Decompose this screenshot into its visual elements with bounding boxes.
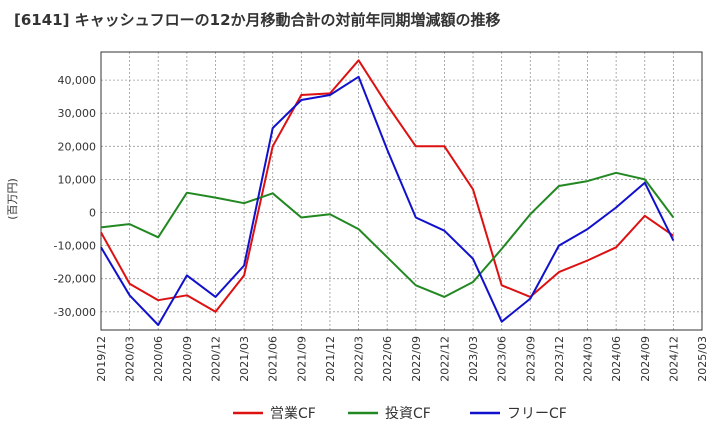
legend-label: フリーCF xyxy=(507,406,567,422)
x-tick-labels: 2019/12 2020/03 2020/06 2020/09 2020/12 2021/… xyxy=(95,336,709,382)
x-tick-label: 2022/03 xyxy=(353,336,366,382)
x-tick-label: 2024/06 xyxy=(610,336,623,382)
series-line-投資CF xyxy=(100,171,675,298)
x-tick-label: 2024/03 xyxy=(582,336,595,382)
x-tick-label: 2021/09 xyxy=(295,336,308,382)
x-tick-label: 2022/06 xyxy=(381,336,394,382)
y-tick-label: -30,000 xyxy=(54,306,96,319)
series-line-営業CF xyxy=(100,59,674,313)
x-tick-label: 2021/03 xyxy=(238,336,251,382)
x-tick-label: 2024/12 xyxy=(667,336,680,382)
x-tick-label: 2025/03 xyxy=(696,336,709,382)
x-tick-label: 2023/03 xyxy=(467,336,480,382)
x-tick-label: 2022/12 xyxy=(438,336,451,382)
y-tick-label: 20,000 xyxy=(58,140,97,153)
x-tick-label: 2022/09 xyxy=(410,336,423,382)
y-tick-label: 40,000 xyxy=(58,74,97,87)
chart-title: [6141] キャッシュフローの12か月移動合計の対前年同期増減額の推移 xyxy=(14,11,501,29)
legend-label: 営業CF xyxy=(270,406,316,422)
legend: 営業CF 投資CF フリーCF xyxy=(233,406,567,422)
y-tick-label: -20,000 xyxy=(54,273,96,286)
series-line-フリーCF xyxy=(100,75,675,326)
x-tick-label: 2023/06 xyxy=(496,336,509,382)
series-layer xyxy=(100,59,675,326)
x-tick-label: 2024/09 xyxy=(639,336,652,382)
legend-label: 投資CF xyxy=(385,406,431,422)
y-tick-label: 10,000 xyxy=(58,173,97,186)
x-tick-label: 2021/06 xyxy=(267,336,280,382)
x-tick-label: 2020/09 xyxy=(181,336,194,382)
plot-frame xyxy=(100,51,703,331)
x-tick-label: 2023/12 xyxy=(553,336,566,382)
y-tick-labels: -30,000 -20,000 -10,000 0 10,000 20,000 30,000… xyxy=(54,74,96,319)
y-axis-label: (百万円) xyxy=(6,178,19,220)
x-tick-label: 2020/03 xyxy=(124,336,137,382)
x-tick-label: 2020/12 xyxy=(209,336,222,382)
y-tick-label: 30,000 xyxy=(58,107,97,120)
y-tick-label: 0 xyxy=(89,207,96,220)
x-tick-label: 2019/12 xyxy=(95,336,108,382)
x-tick-label: 2021/12 xyxy=(324,336,337,382)
x-tick-label: 2020/06 xyxy=(152,336,165,382)
y-tick-label: -10,000 xyxy=(54,240,96,253)
x-tick-label: 2023/09 xyxy=(524,336,537,382)
grid-layer xyxy=(100,52,703,330)
